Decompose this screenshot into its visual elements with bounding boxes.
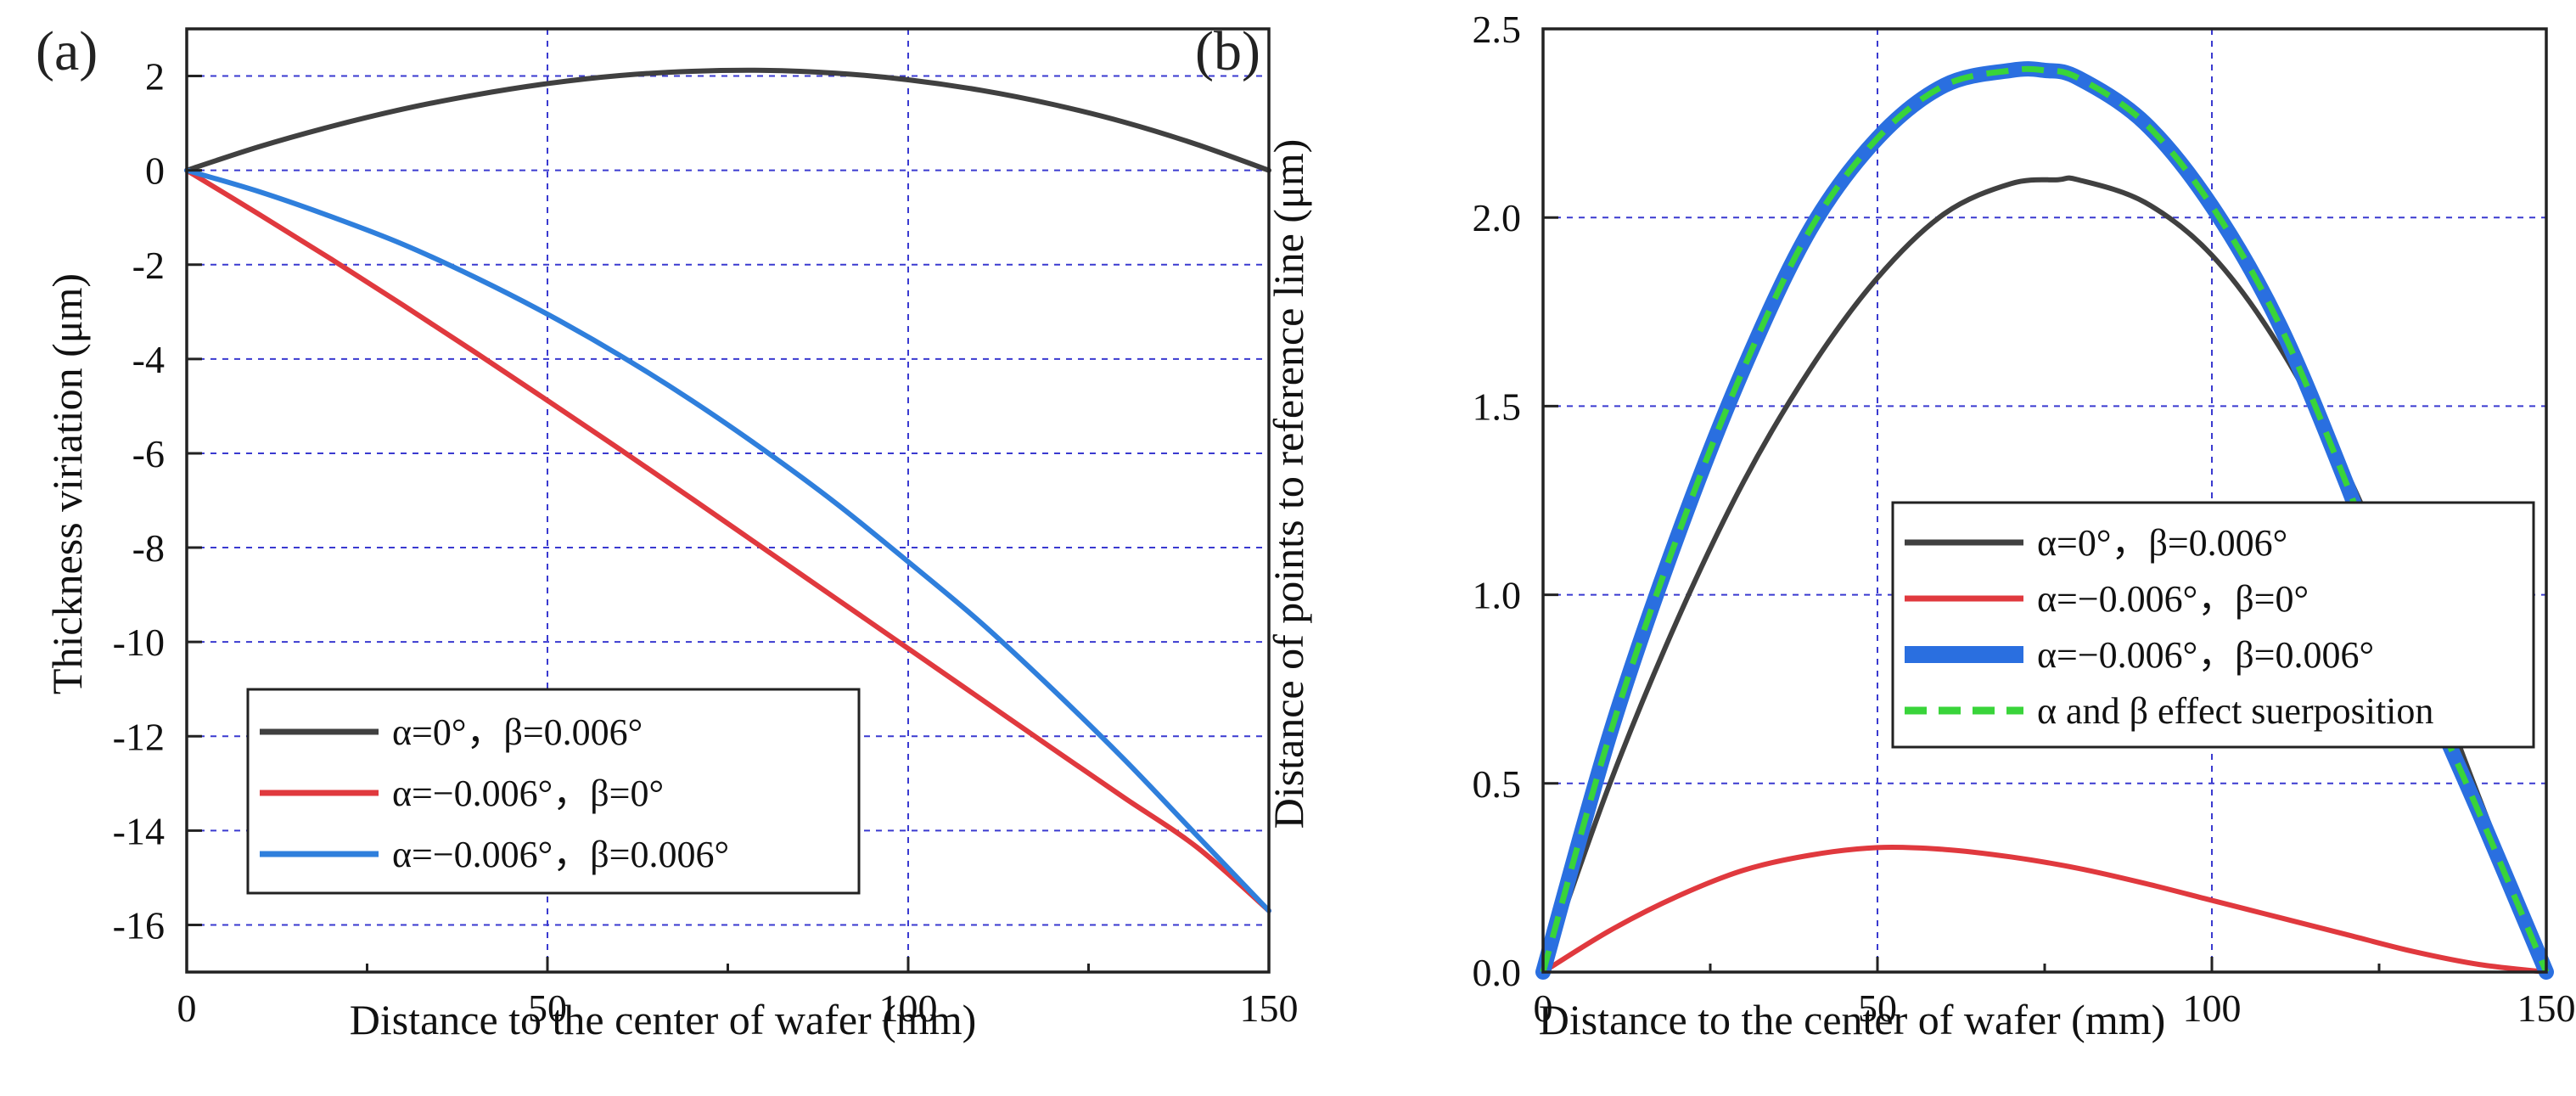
panel-a-y-axis-title: Thickness viriation (μm) (43, 273, 91, 694)
x-tick-label: 150 (2517, 986, 2576, 1030)
y-tick-label: -12 (113, 715, 165, 758)
y-tick-label: -6 (132, 432, 165, 475)
y-tick-label: -8 (132, 526, 165, 570)
x-tick-label: 50 (528, 986, 567, 1030)
x-tick-label: 100 (2183, 986, 2242, 1030)
legend-label-4: α and β effect suerposition (2037, 690, 2433, 732)
y-tick-label: 2.0 (1473, 196, 1522, 239)
panel-b-y-axis-title: Distance of points to reference line (μm… (1265, 139, 1312, 829)
y-tick-label: 2 (145, 55, 165, 98)
panel-a-ticks: 0 50 100 150 2 0 -2 -4 -6 -8 -10 -12 -14 -16 (113, 55, 1299, 1030)
x-tick-label: 150 (1240, 986, 1299, 1030)
x-tick-label: 0 (1534, 986, 1553, 1030)
y-tick-label: 1.0 (1473, 574, 1522, 617)
panel-a-legend: α=0°，β=0.006° α=−0.006°，β=0° α=−0.006°，β=0… (246, 688, 861, 895)
panel-b-legend: α=0°，β=0.006° α=−0.006°，β=0° α=−0.006°，β=0… (1891, 501, 2535, 749)
y-tick-label: -2 (132, 244, 165, 287)
y-tick-label: 0.5 (1473, 762, 1522, 806)
legend-label-2: α=−0.006°，β=0° (2037, 578, 2309, 620)
panel-a-series (184, 67, 1271, 913)
panel-label-b: (b) (1195, 20, 1260, 82)
panel-b: (b) 0 50 100 150 0.0 0.5 1.0 1.5 2.0 2.5 Distance… (1195, 8, 2576, 1043)
legend-label-3: α=−0.006°，β=0.006° (2037, 634, 2374, 676)
y-tick-label: -4 (132, 338, 165, 381)
y-tick-label: -10 (113, 621, 165, 664)
series-line-3 (184, 167, 1271, 913)
y-tick-label: 1.5 (1473, 385, 1522, 428)
y-tick-label: -16 (113, 903, 165, 947)
legend-label-2: α=−0.006°，β=0° (392, 773, 664, 814)
series-line-2 (1541, 844, 2549, 975)
series-line-2 (184, 167, 1271, 913)
y-tick-label: -14 (113, 809, 165, 852)
legend-label-3: α=−0.006°，β=0.006° (392, 834, 729, 875)
x-tick-label: 100 (879, 986, 938, 1030)
panel-a-x-axis-title: Distance to the center of wafer (mm) (350, 996, 977, 1043)
x-tick-label: 50 (1858, 986, 1897, 1030)
panel-label-a: (a) (36, 20, 98, 82)
y-tick-label: 2.5 (1473, 8, 1522, 51)
series-line-1 (184, 67, 1271, 173)
y-tick-label: 0 (145, 149, 165, 193)
panel-a: (a) 0 50 100 150 2 0 -2 -4 -6 -8 -10 -12 -14 -16 Dist… (36, 20, 1299, 1043)
legend-label-1: α=0°，β=0.006° (392, 711, 643, 753)
x-tick-label: 0 (177, 986, 197, 1030)
y-tick-label: 0.0 (1473, 951, 1522, 994)
panel-b-x-axis-title: Distance to the center of wafer (mm) (1539, 996, 2166, 1043)
panel-b-ticks: 0 50 100 150 0.0 0.5 1.0 1.5 2.0 2.5 (1473, 8, 2576, 1030)
legend-label-1: α=0°，β=0.006° (2037, 522, 2287, 564)
